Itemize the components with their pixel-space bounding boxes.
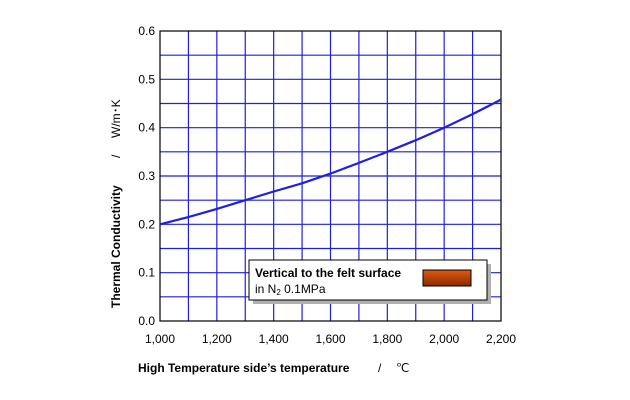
y-tick-label: 0.5 xyxy=(138,72,155,86)
y-tick-label: 0.4 xyxy=(138,121,155,135)
y-tick-label: 0.3 xyxy=(138,169,155,183)
series-layer xyxy=(159,98,502,226)
x-tick-label: 1,600 xyxy=(315,332,345,346)
x-axis-unit: ℃ xyxy=(396,361,409,375)
x-tick-label: 2,200 xyxy=(486,332,516,346)
legend-condition-sub: 2 xyxy=(276,288,281,297)
y-tick-label: 0.1 xyxy=(138,266,155,280)
x-axis-title: High Temperature side’s temperature xyxy=(138,361,350,375)
y-tick-label: 0.0 xyxy=(138,314,155,328)
y-axis-slash: / xyxy=(109,154,123,158)
x-tick-label: 1,400 xyxy=(259,332,289,346)
x-tick-label: 1,200 xyxy=(202,332,232,346)
y-tick-label: 0.2 xyxy=(138,217,155,231)
legend: Vertical to the felt surface in N2 0.1MP… xyxy=(248,259,491,304)
x-tick-label: 2,000 xyxy=(429,332,459,346)
legend-entry-label: Vertical to the felt surface xyxy=(255,266,401,280)
x-tick-label: 1,000 xyxy=(145,332,175,346)
legend-condition: in N2 0.1MPa xyxy=(255,282,326,297)
y-axis-title-group: Thermal Conductivity / W/m･K xyxy=(109,99,123,308)
plot-frame xyxy=(159,30,502,322)
series-line xyxy=(159,98,502,226)
x-axis-slash: / xyxy=(378,361,382,375)
legend-condition-prefix: in N xyxy=(255,282,276,296)
x-tick-label: 1,800 xyxy=(372,332,402,346)
y-axis-unit: W/m･K xyxy=(109,99,123,138)
x-tick-labels: 1,000 1,200 1,400 1,600 1,800 2,000 2,200 xyxy=(145,332,516,346)
legend-swatch xyxy=(422,269,472,287)
y-tick-label: 0.6 xyxy=(138,24,155,38)
legend-condition-suffix: 0.1MPa xyxy=(281,282,326,296)
y-tick-labels: 0.0 0.1 0.2 0.3 0.4 0.5 0.6 xyxy=(138,24,155,328)
y-axis-title: Thermal Conductivity xyxy=(109,185,123,308)
